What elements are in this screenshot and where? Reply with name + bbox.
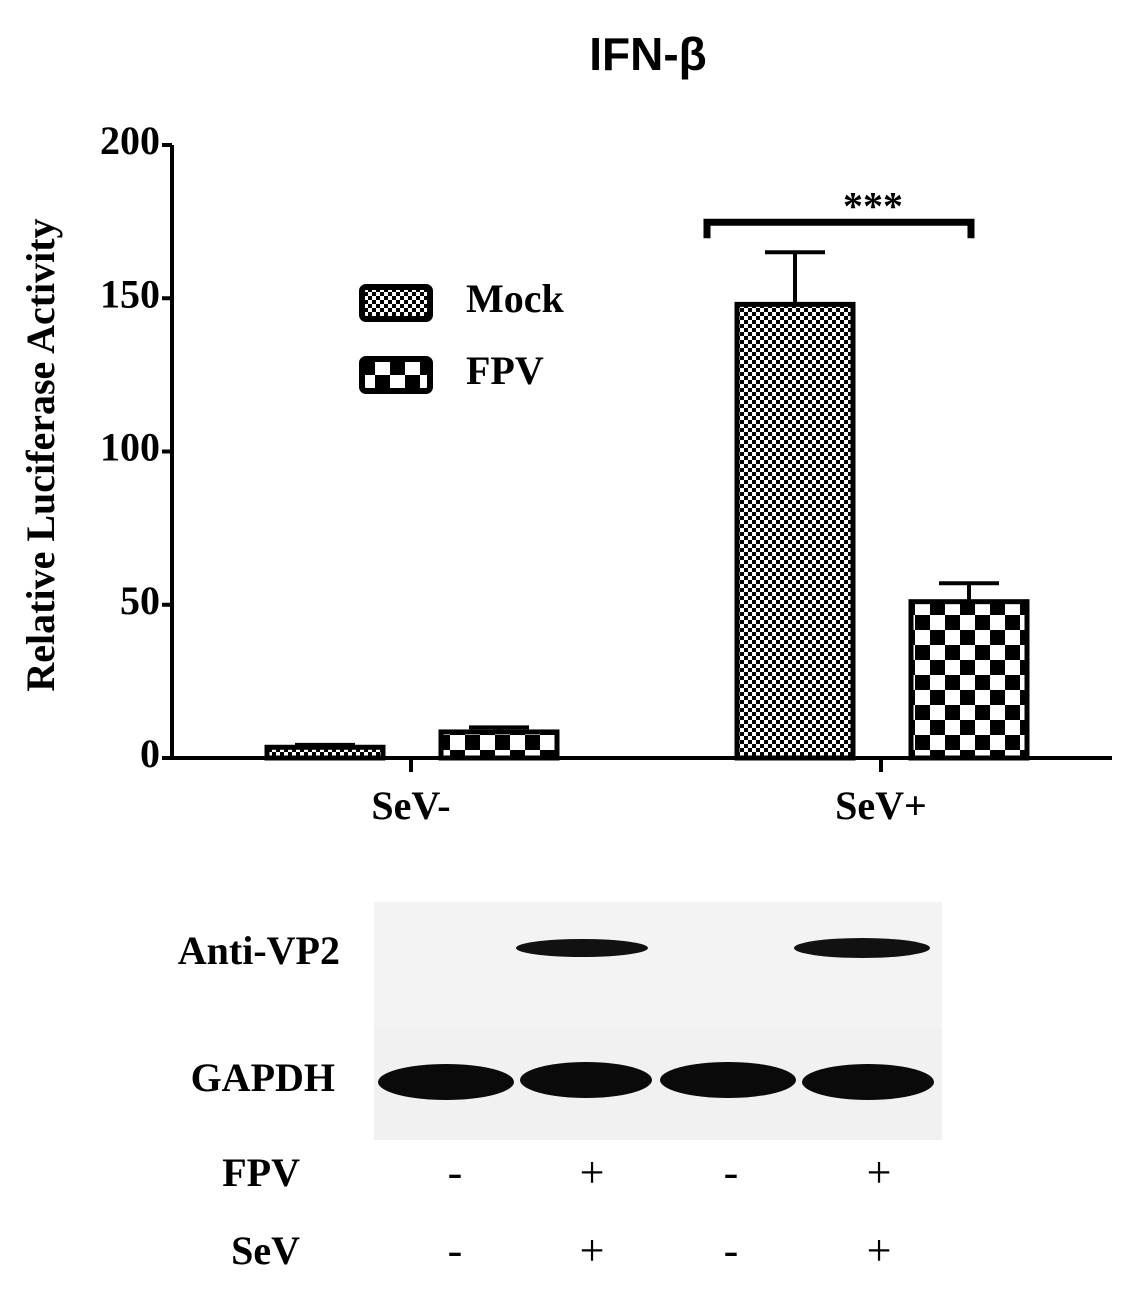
y-tick-label: 0 xyxy=(140,731,160,776)
y-tick-label: 50 xyxy=(120,578,160,623)
x-tick-label: SeV- xyxy=(371,783,450,828)
significance-label: *** xyxy=(843,183,903,228)
bar xyxy=(264,744,386,761)
legend-label: Mock xyxy=(466,276,565,321)
condition-sign: - xyxy=(448,1148,463,1197)
legend-label: FPV xyxy=(466,348,544,393)
y-tick-label: 150 xyxy=(100,271,160,316)
y-tick-label: 200 xyxy=(100,118,160,163)
blot-band xyxy=(794,938,930,958)
condition-sign: + xyxy=(867,1148,892,1197)
condition-sign: + xyxy=(867,1226,892,1275)
chart-title: IFN-β xyxy=(589,28,707,80)
condition-label: SeV xyxy=(231,1228,300,1273)
legend-swatch xyxy=(359,284,433,322)
blot-band xyxy=(520,1062,652,1098)
condition-sign: + xyxy=(580,1148,605,1197)
x-tick-label: SeV+ xyxy=(835,783,927,828)
condition-sign: + xyxy=(580,1226,605,1275)
condition-sign: - xyxy=(724,1148,739,1197)
bar xyxy=(438,729,560,761)
bar xyxy=(908,599,1030,761)
blot-band xyxy=(378,1064,514,1100)
y-axis-label: Relative Luciferase Activity xyxy=(18,218,63,691)
blot-row-label: GAPDH xyxy=(191,1055,335,1100)
significance-bracket xyxy=(703,218,975,239)
blot-band xyxy=(802,1064,934,1100)
condition-label: FPV xyxy=(222,1150,300,1195)
legend-swatch xyxy=(359,356,433,394)
y-tick-label: 100 xyxy=(100,425,160,470)
blot-panel xyxy=(374,902,942,1028)
blot-band xyxy=(516,939,648,957)
condition-sign: - xyxy=(724,1226,739,1275)
bar xyxy=(734,301,856,761)
blot-row-label: Anti-VP2 xyxy=(178,928,340,973)
condition-sign: - xyxy=(448,1226,463,1275)
blot-band xyxy=(660,1062,796,1098)
